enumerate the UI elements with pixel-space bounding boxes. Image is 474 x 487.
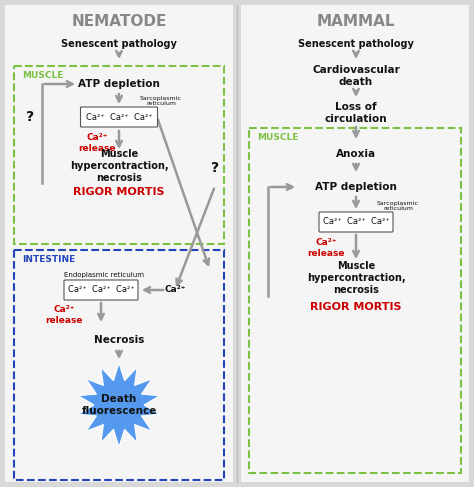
Text: Anoxia: Anoxia <box>336 149 376 159</box>
Text: ATP depletion: ATP depletion <box>315 182 397 192</box>
Text: ATP depletion: ATP depletion <box>78 79 160 89</box>
Polygon shape <box>78 363 160 447</box>
Text: MUSCLE: MUSCLE <box>22 72 64 80</box>
Text: ?: ? <box>211 161 219 175</box>
Text: ?: ? <box>26 110 34 124</box>
Text: Ca²⁺  Ca²⁺  Ca²⁺: Ca²⁺ Ca²⁺ Ca²⁺ <box>86 112 152 121</box>
FancyBboxPatch shape <box>319 212 393 232</box>
Text: NEMATODE: NEMATODE <box>71 15 167 30</box>
Text: MAMMAL: MAMMAL <box>317 15 395 30</box>
FancyBboxPatch shape <box>64 280 138 300</box>
FancyBboxPatch shape <box>5 5 233 482</box>
Text: Ca²⁺  Ca²⁺  Ca²⁺: Ca²⁺ Ca²⁺ Ca²⁺ <box>68 285 134 295</box>
Text: Cardiovascular
death: Cardiovascular death <box>312 65 400 87</box>
Text: MUSCLE: MUSCLE <box>257 133 298 143</box>
Text: Loss of
circulation: Loss of circulation <box>325 102 387 124</box>
Text: Sarcoplasmic
reticulum: Sarcoplasmic reticulum <box>140 95 182 106</box>
Text: Ca²⁺
release: Ca²⁺ release <box>45 305 83 325</box>
Text: Necrosis: Necrosis <box>94 335 144 345</box>
FancyBboxPatch shape <box>81 107 157 127</box>
Text: Ca²⁺  Ca²⁺  Ca²⁺: Ca²⁺ Ca²⁺ Ca²⁺ <box>323 218 389 226</box>
Text: Ca²⁺: Ca²⁺ <box>164 285 186 295</box>
Text: Sarcoplasmic
reticulum: Sarcoplasmic reticulum <box>377 201 419 211</box>
Text: Endoplasmic reticulum: Endoplasmic reticulum <box>64 272 144 278</box>
FancyBboxPatch shape <box>241 5 469 482</box>
Text: Muscle
hypercontraction,
necrosis: Muscle hypercontraction, necrosis <box>307 261 405 296</box>
Text: Senescent pathology: Senescent pathology <box>61 39 177 49</box>
Text: RIGOR MORTIS: RIGOR MORTIS <box>310 302 402 312</box>
Text: Senescent pathology: Senescent pathology <box>298 39 414 49</box>
Text: INTESTINE: INTESTINE <box>22 256 75 264</box>
Text: RIGOR MORTIS: RIGOR MORTIS <box>73 187 165 197</box>
Text: Ca²⁺
release: Ca²⁺ release <box>78 133 116 153</box>
Text: Ca²⁺
release: Ca²⁺ release <box>307 238 345 258</box>
Text: Death
fluorescence: Death fluorescence <box>82 394 157 416</box>
Text: Muscle
hypercontraction,
necrosis: Muscle hypercontraction, necrosis <box>70 149 168 184</box>
